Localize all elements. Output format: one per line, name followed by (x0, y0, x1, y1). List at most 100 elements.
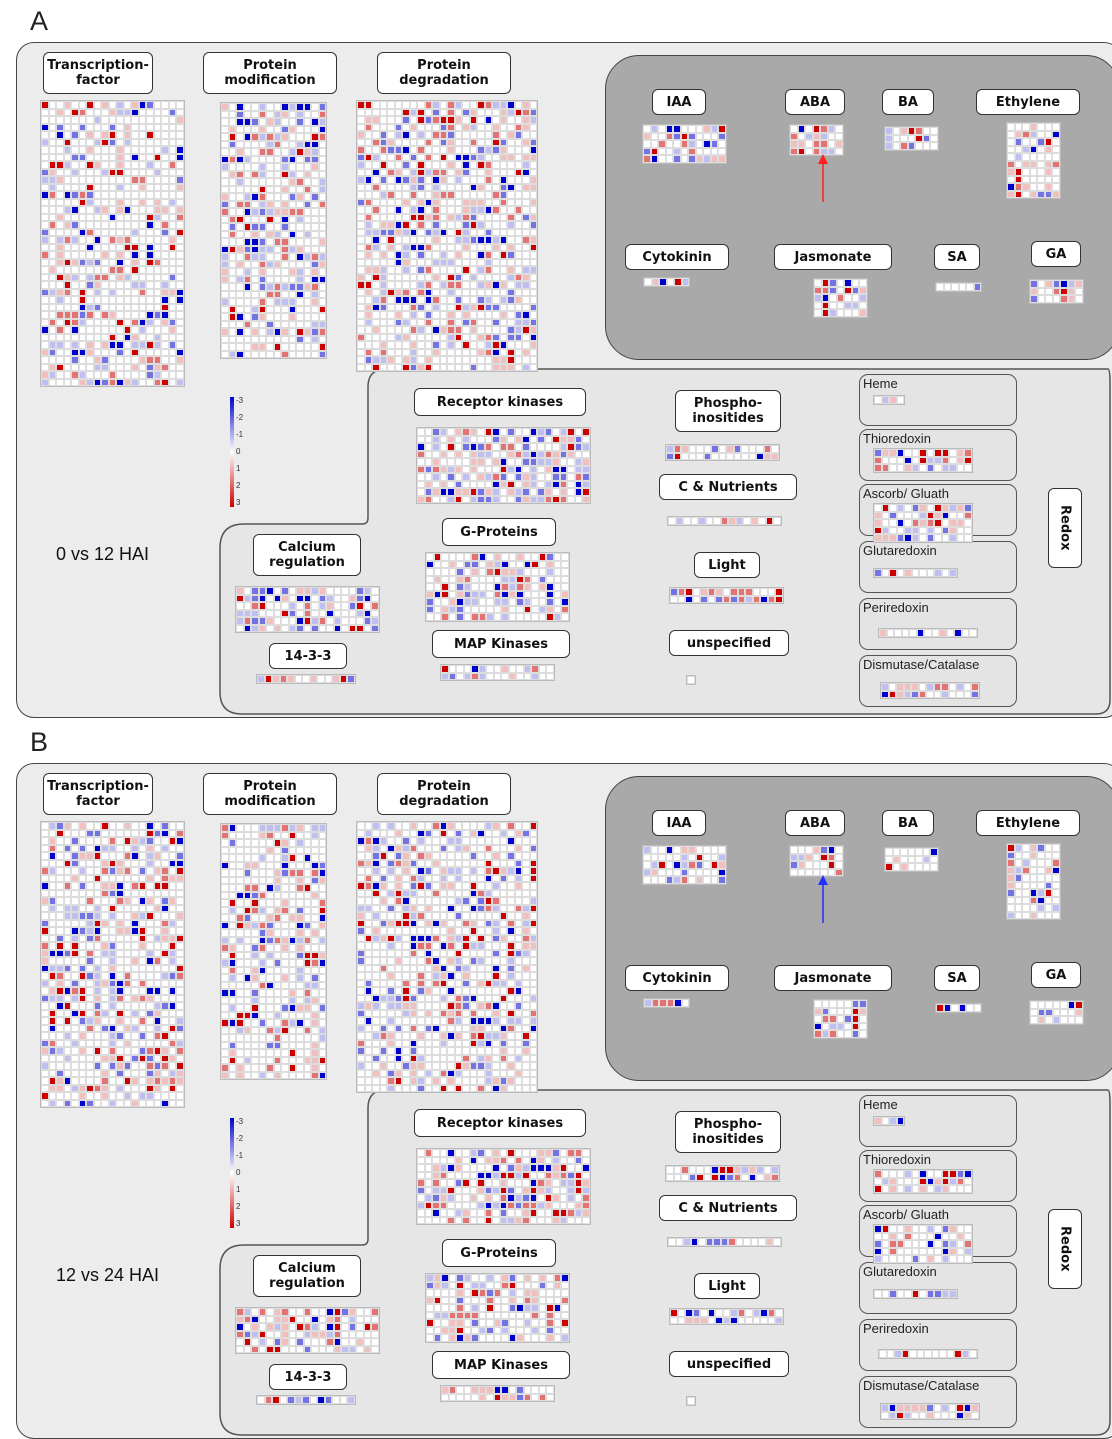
heatmap-cell (288, 891, 296, 899)
heatmap-cell (643, 125, 651, 133)
heatmap-cell (243, 921, 251, 929)
heatmap-cell (146, 101, 154, 109)
heatmap-cell (763, 452, 771, 460)
heatmap-cell (123, 116, 131, 124)
heatmap-cell (507, 822, 515, 830)
heatmap-cell (733, 445, 741, 453)
heatmap-cell (153, 927, 161, 935)
heatmap-cell (281, 959, 289, 967)
heatmap-cell (484, 927, 492, 935)
heatmap-cell (146, 198, 154, 206)
heatmap-cell (138, 273, 146, 281)
heatmap-cell (552, 450, 560, 458)
heatmap-cell (964, 511, 972, 519)
heatmap-cell (138, 206, 146, 214)
heatmap-cell (364, 168, 372, 176)
heatmap-cell (281, 290, 289, 298)
heatmap-cell (63, 822, 71, 830)
heatmap-cell (251, 178, 259, 186)
heatmap-cell (516, 590, 524, 598)
heatmap-cell (48, 356, 56, 364)
heatmap-cell (153, 348, 161, 356)
heatmap-cell (364, 987, 372, 995)
heatmap-cell (48, 161, 56, 169)
heatmap-cell (402, 927, 410, 935)
heatmap-cell (507, 243, 515, 251)
heatmap-cell (379, 852, 387, 860)
heatmap-cell (221, 876, 229, 884)
heatmap-cell (417, 979, 425, 987)
heatmap-cell (402, 266, 410, 274)
heatmap-cell (432, 243, 440, 251)
heatmap-cell (529, 480, 537, 488)
heatmap-cell (311, 906, 319, 914)
heatmap-cell (138, 131, 146, 139)
heatmap-cell (236, 1004, 244, 1012)
heatmap-cell (161, 378, 169, 386)
heatmap-cell (146, 273, 154, 281)
heatmap-cell (93, 371, 101, 379)
heatmap-cell (131, 867, 139, 875)
heatmap-cell (131, 326, 139, 334)
heatmap-cell (101, 1047, 109, 1055)
heatmap-cell (432, 443, 440, 451)
heatmap-cell (153, 1084, 161, 1092)
heatmap-cell (243, 966, 251, 974)
heatmap-cell (153, 1062, 161, 1070)
heatmap-cell (93, 198, 101, 206)
heatmap-cell (767, 595, 775, 603)
heatmap-cell (448, 560, 456, 568)
heatmap-cell (471, 553, 479, 561)
heatmap-cell (462, 138, 470, 146)
heatmap-cell (311, 891, 319, 899)
heatmap-cell (123, 904, 131, 912)
heatmap-cell (228, 313, 236, 321)
heatmap-cell (447, 972, 455, 980)
heatmap-cell (896, 519, 904, 527)
heatmap-cell (484, 942, 492, 950)
heatmap-cell (48, 183, 56, 191)
heatmap-cell (138, 852, 146, 860)
heatmap-cell (507, 198, 515, 206)
heatmap-cell (379, 146, 387, 154)
heatmap-cell (108, 1002, 116, 1010)
heatmap-cell (726, 445, 734, 453)
heatmap-cell (318, 110, 326, 118)
heatmap-cell (161, 273, 169, 281)
heatmap-cell (168, 146, 176, 154)
heatmap-cell (357, 852, 365, 860)
heatmap-cell (930, 142, 938, 150)
heatmap-cell (266, 594, 274, 602)
heatmap-cell (1044, 145, 1052, 153)
heatmap-cell (288, 343, 296, 351)
heatmap-cell (486, 553, 494, 561)
heatmap-cell (357, 108, 365, 116)
heatmap-cell (251, 951, 259, 959)
heatmap-cell (409, 228, 417, 236)
heatmap-cell (176, 1054, 184, 1062)
heatmap-cell (266, 891, 274, 899)
heatmap-cell (441, 605, 449, 613)
heatmap-cell (258, 587, 266, 595)
heatmap-cell (266, 118, 274, 126)
heatmap-cell (153, 326, 161, 334)
heatmap-cell (507, 979, 515, 987)
heatmap-cell (531, 575, 539, 583)
heatmap-cell (439, 123, 447, 131)
heatmap-cell (108, 251, 116, 259)
heatmap-cell (379, 897, 387, 905)
heatmap-cell (101, 987, 109, 995)
heatmap-cell (484, 972, 492, 980)
heatmap-cell (896, 526, 904, 534)
heatmap-cell (251, 215, 259, 223)
heatmap-cell (372, 1009, 380, 1017)
heatmap-cell (251, 884, 259, 892)
heatmap-cell (462, 326, 470, 334)
heatmap-cell (251, 253, 259, 261)
heatmap-cell (108, 979, 116, 987)
heatmap-cell (454, 296, 462, 304)
heatmap-cell (409, 341, 417, 349)
heatmap-cell (387, 213, 395, 221)
heatmap-cell (424, 341, 432, 349)
heatmap-cell (101, 348, 109, 356)
